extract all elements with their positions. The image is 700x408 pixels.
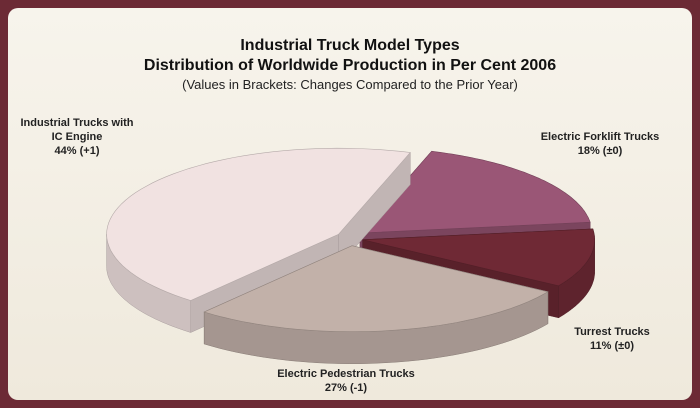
category-label: Electric Pedestrian Trucks <box>277 368 415 380</box>
change-label: (+1) <box>79 145 100 157</box>
slice-label: Electric Pedestrian Trucks 27% (-1) <box>236 367 456 395</box>
category-label: Electric Forklift Trucks <box>540 131 660 143</box>
slice-label: Industrial Trucks with IC Engine 44% (+1) <box>17 116 137 158</box>
change-label: (±0) <box>602 145 623 157</box>
category-label: Turrest Trucks <box>574 326 650 338</box>
chart-subtitle: Distribution of Worldwide Production in … <box>144 57 556 74</box>
chart-note: (Values in Brackets: Changes Compared to… <box>182 77 518 92</box>
value-label: 11% <box>590 340 612 352</box>
slice-group <box>203 245 549 364</box>
value-label: 27% <box>324 382 347 394</box>
change-label: (±0) <box>614 340 634 352</box>
slice <box>359 150 591 234</box>
slice <box>362 228 595 287</box>
value-label: 44% <box>54 145 77 157</box>
pie <box>106 147 595 364</box>
slice <box>203 245 549 332</box>
chart-title: Industrial Truck Model Types <box>240 37 459 54</box>
value-label: 18% <box>577 145 600 157</box>
slice-label: Electric Forklift Trucks 18% (±0) <box>525 130 675 158</box>
slice <box>106 147 411 301</box>
change-label: (-1) <box>349 382 368 394</box>
slice-label: Turrest Trucks 11% (±0) <box>557 325 667 353</box>
category-label: Industrial Trucks with IC Engine <box>20 117 134 143</box>
